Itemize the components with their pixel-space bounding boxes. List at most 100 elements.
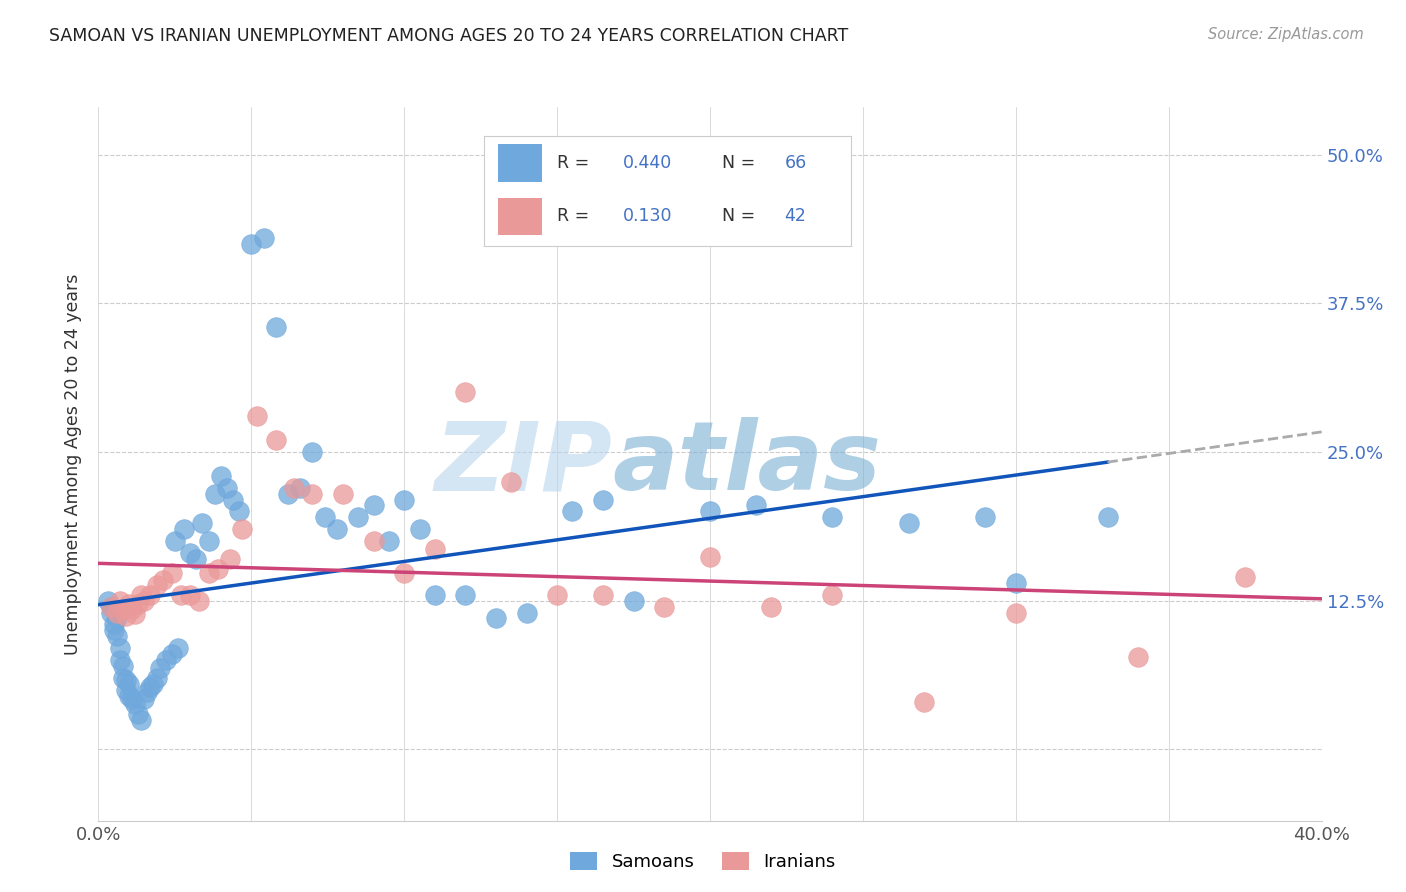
Text: Source: ZipAtlas.com: Source: ZipAtlas.com xyxy=(1208,27,1364,42)
Point xyxy=(1097,510,1119,524)
Point xyxy=(1234,570,1257,584)
Point xyxy=(129,713,152,727)
Point xyxy=(326,522,349,536)
Point xyxy=(173,522,195,536)
Point xyxy=(115,673,138,688)
Point xyxy=(454,588,477,602)
Point xyxy=(127,597,149,611)
Point xyxy=(264,320,287,334)
Point xyxy=(139,681,162,695)
Point xyxy=(191,516,214,531)
Point xyxy=(623,593,645,607)
Point xyxy=(197,566,219,581)
Point xyxy=(252,231,274,245)
Point xyxy=(127,706,149,721)
Point xyxy=(1004,575,1026,590)
Point xyxy=(561,504,583,518)
Point xyxy=(392,566,416,581)
Point xyxy=(100,599,122,614)
Point xyxy=(118,677,141,691)
Point xyxy=(821,588,844,602)
Point xyxy=(897,516,920,531)
Point xyxy=(105,611,128,625)
Point xyxy=(103,624,125,638)
Point xyxy=(219,552,242,566)
Point xyxy=(347,510,370,524)
Point xyxy=(222,492,245,507)
Point xyxy=(207,561,229,575)
Point xyxy=(100,599,122,614)
Point xyxy=(155,653,177,667)
Point xyxy=(1004,606,1026,620)
Point xyxy=(108,593,131,607)
Point xyxy=(111,602,134,616)
Point xyxy=(546,588,568,602)
Point xyxy=(121,602,143,616)
Point xyxy=(283,481,305,495)
Point xyxy=(363,499,385,513)
Point xyxy=(759,599,782,614)
Point xyxy=(129,588,152,602)
Point xyxy=(246,409,269,424)
Point xyxy=(209,468,232,483)
Point xyxy=(179,546,201,560)
Point xyxy=(228,504,250,518)
Point xyxy=(160,566,183,581)
Point xyxy=(149,661,172,675)
Point xyxy=(100,606,122,620)
Text: ZIP: ZIP xyxy=(434,417,612,510)
Point xyxy=(111,659,134,673)
Point xyxy=(652,599,675,614)
Point xyxy=(215,481,238,495)
Point xyxy=(290,481,312,495)
Point xyxy=(115,682,138,697)
Point xyxy=(197,534,219,549)
Point xyxy=(592,492,614,507)
Legend: Samoans, Iranians: Samoans, Iranians xyxy=(564,845,842,879)
Point xyxy=(179,588,201,602)
Point xyxy=(378,534,401,549)
Point xyxy=(240,236,263,251)
Text: atlas: atlas xyxy=(612,417,882,510)
Point xyxy=(160,647,183,661)
Point xyxy=(974,510,997,524)
Point xyxy=(167,641,190,656)
Point xyxy=(423,542,446,557)
Point xyxy=(115,609,138,624)
Point xyxy=(134,593,156,607)
Point xyxy=(108,653,131,667)
Point xyxy=(145,578,167,592)
Point xyxy=(1128,649,1150,664)
Point xyxy=(277,486,299,500)
Point xyxy=(145,671,167,685)
Point xyxy=(97,593,120,607)
Point xyxy=(105,629,128,643)
Point xyxy=(186,552,208,566)
Point xyxy=(170,588,193,602)
Point xyxy=(121,692,143,706)
Point xyxy=(454,385,477,400)
Point xyxy=(108,641,131,656)
Point xyxy=(188,593,211,607)
Point xyxy=(392,492,416,507)
Y-axis label: Unemployment Among Ages 20 to 24 years: Unemployment Among Ages 20 to 24 years xyxy=(65,273,83,655)
Point xyxy=(516,606,538,620)
Point xyxy=(332,486,354,500)
Point xyxy=(821,510,844,524)
Point xyxy=(592,588,614,602)
Point xyxy=(314,510,336,524)
Point xyxy=(423,588,446,602)
Point xyxy=(204,486,226,500)
Point xyxy=(111,671,134,685)
Point xyxy=(118,689,141,703)
Point xyxy=(699,549,721,564)
Point xyxy=(501,475,523,489)
Text: SAMOAN VS IRANIAN UNEMPLOYMENT AMONG AGES 20 TO 24 YEARS CORRELATION CHART: SAMOAN VS IRANIAN UNEMPLOYMENT AMONG AGE… xyxy=(49,27,848,45)
Point xyxy=(912,695,935,709)
Point xyxy=(103,617,125,632)
Point xyxy=(152,574,174,588)
Point xyxy=(264,433,287,447)
Point xyxy=(363,534,385,549)
Point xyxy=(231,522,253,536)
Point xyxy=(301,445,323,459)
